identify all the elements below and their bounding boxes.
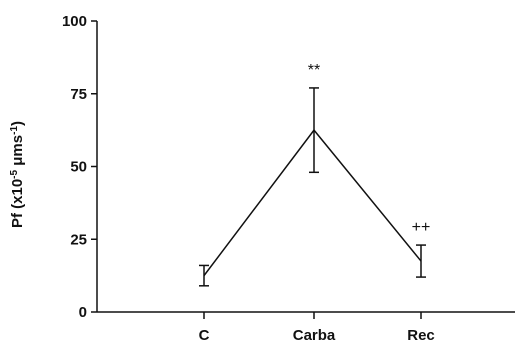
y-tick-label: 50 xyxy=(70,159,87,176)
y-axis-label-unit-exponent: -1 xyxy=(9,126,20,135)
x-tick-label: C xyxy=(199,327,210,344)
y-tick-label: 100 xyxy=(62,13,87,30)
y-axis-label-unit: μms xyxy=(9,135,26,170)
y-tick-label: 25 xyxy=(70,231,87,248)
y-axis-label: Pf (x10-5 μms-1) xyxy=(9,121,27,228)
x-tick-label: Carba xyxy=(293,327,336,344)
x-ticks: C Carba Rec xyxy=(199,312,435,344)
significance-annotation: ++ xyxy=(412,219,431,236)
plot-area: ** ++ xyxy=(199,62,431,287)
x-tick-label: Rec xyxy=(407,327,435,344)
y-axis-label-close: ) xyxy=(9,121,26,126)
series-line xyxy=(203,128,422,277)
y-tick-label: 75 xyxy=(70,86,87,103)
y-tick-label: 0 xyxy=(79,304,87,321)
y-axis-label-exponent: -5 xyxy=(9,169,20,178)
significance-annotation: ** xyxy=(308,62,320,79)
axes xyxy=(96,21,515,313)
y-ticks: 0 25 50 75 100 xyxy=(62,13,97,321)
y-axis-label-main: Pf (x10 xyxy=(9,179,26,228)
